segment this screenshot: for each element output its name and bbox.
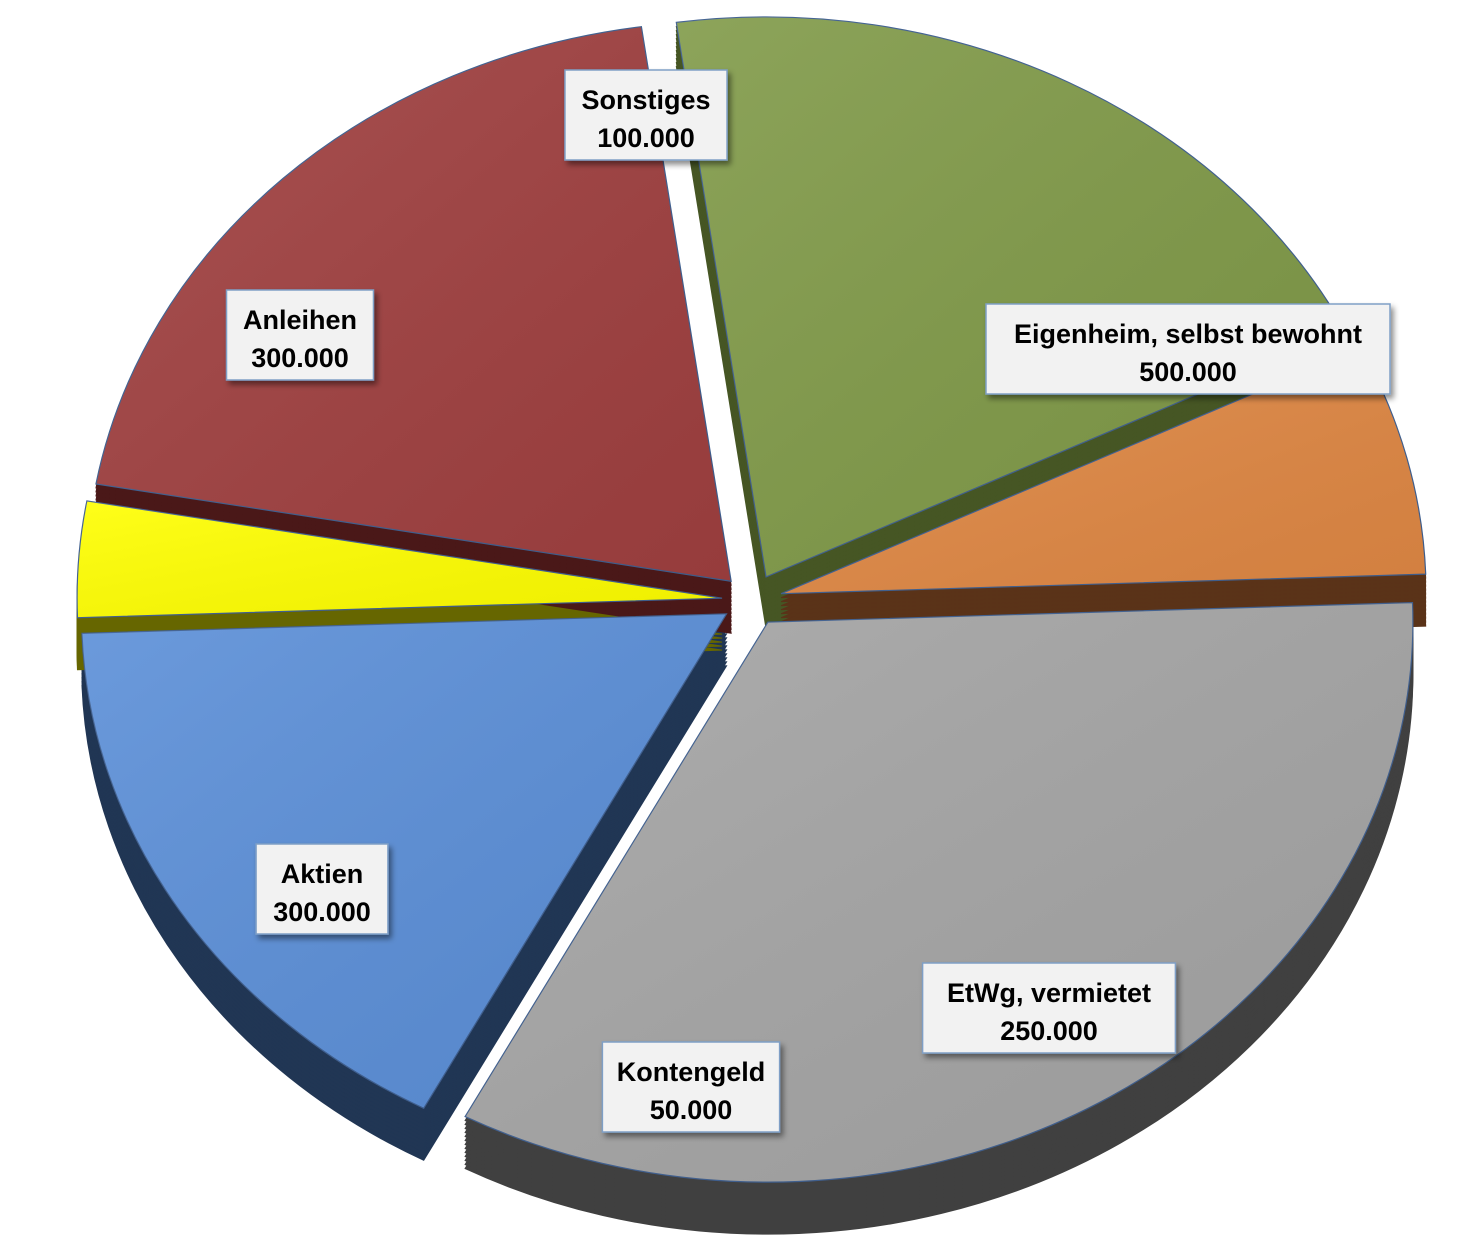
data-label-name: EtWg, vermietet (947, 978, 1151, 1008)
data-label-name: Sonstiges (581, 85, 710, 115)
data-label-eigenheim: Eigenheim, selbst bewohnt 500.000 (985, 303, 1391, 395)
data-label-anleihen: Anleihen 300.000 (225, 289, 375, 381)
data-label-name: Aktien (281, 859, 364, 889)
pie-slice-kontengeld (76, 500, 723, 619)
data-label-name: Kontengeld (617, 1057, 766, 1087)
pie-data-labels: Eigenheim, selbst bewohnt 500.000 EtWg, ve… (225, 69, 1391, 1133)
pie-slice-aktien (95, 26, 732, 582)
pie-slice-sonstiges (780, 347, 1427, 595)
pie-slice-etwg (81, 613, 728, 1110)
data-label-aktien: Aktien 300.000 (255, 843, 389, 935)
data-label-value: 300.000 (273, 897, 371, 927)
data-label-kontengeld: Kontengeld 50.000 (601, 1041, 781, 1133)
data-label-name: Anleihen (243, 305, 357, 335)
data-label-value: 250.000 (1000, 1016, 1098, 1046)
data-label-value: 50.000 (650, 1095, 733, 1125)
data-label-sonstiges: Sonstiges 100.000 (564, 69, 728, 161)
data-label-value: 500.000 (1139, 357, 1237, 387)
pie-slice-anleihen (675, 16, 1347, 578)
data-label-name: Eigenheim, selbst bewohnt (1014, 319, 1362, 349)
data-label-etwg: EtWg, vermietet 250.000 (921, 962, 1177, 1054)
data-label-value: 100.000 (597, 123, 695, 153)
data-label-value: 300.000 (251, 343, 349, 373)
